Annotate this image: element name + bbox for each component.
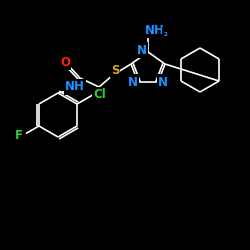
Text: F: F (15, 129, 23, 142)
Text: N: N (128, 76, 138, 88)
Text: N: N (158, 76, 168, 88)
Text: S: S (111, 64, 119, 76)
Text: O: O (60, 56, 70, 68)
Text: Cl: Cl (93, 88, 106, 102)
Text: NH: NH (65, 80, 85, 94)
Text: N: N (137, 44, 147, 57)
Text: ₂: ₂ (163, 28, 167, 38)
Text: NH: NH (145, 24, 165, 36)
